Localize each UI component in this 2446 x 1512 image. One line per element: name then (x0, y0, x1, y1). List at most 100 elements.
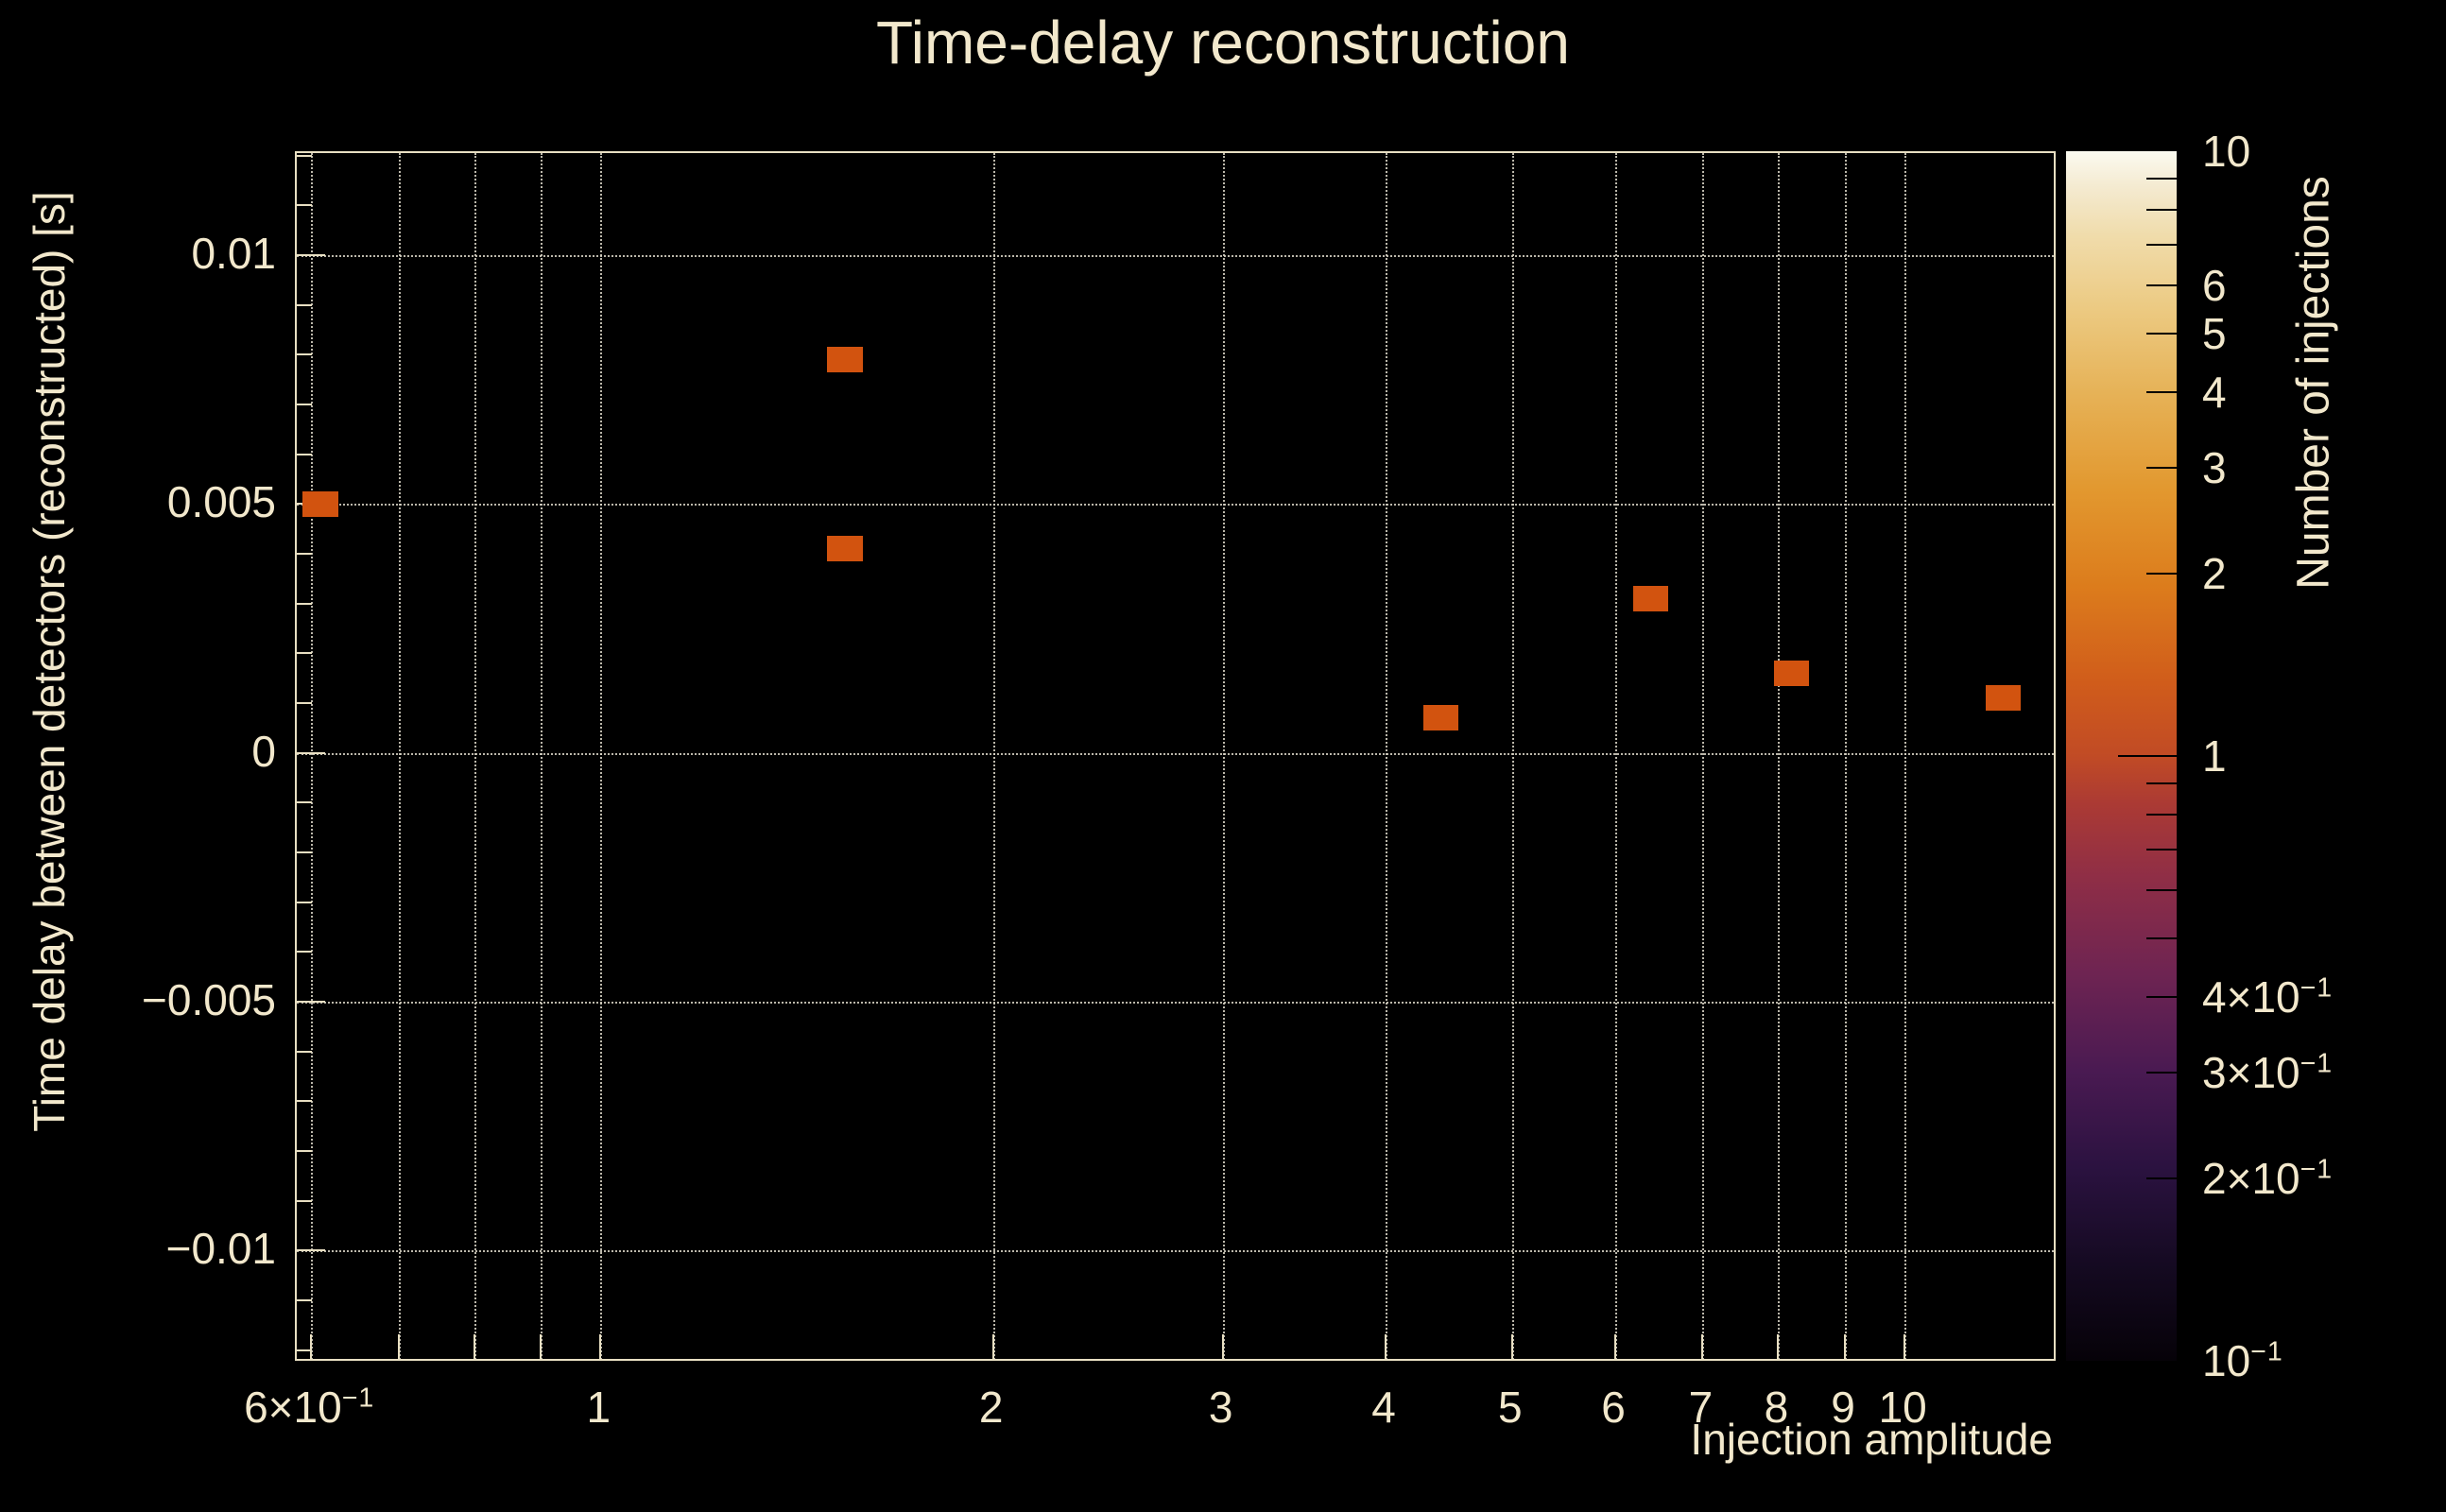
x-gridline (311, 153, 314, 1359)
x-tick (1844, 1334, 1847, 1359)
x-gridline (1386, 153, 1388, 1359)
y-tick-minor (297, 1050, 312, 1053)
x-gridline (398, 153, 401, 1359)
y-tick-minor (297, 1349, 312, 1351)
colorbar-tick-minor (2146, 1177, 2177, 1180)
y-tick-label: 0.01 (191, 228, 276, 278)
y-gridline (297, 752, 2054, 755)
y-tick-label: −0.01 (165, 1224, 276, 1274)
y-tick-minor (297, 1299, 312, 1302)
x-gridline (600, 153, 603, 1359)
colorbar-tick-label: 5 (2202, 308, 2227, 358)
colorbar-tick-minor (2146, 849, 2177, 851)
colorbar-tick-minor (2146, 1071, 2177, 1074)
x-tick (540, 1334, 543, 1359)
data-bin (1985, 685, 2022, 712)
exponent: −1 (2300, 1048, 2334, 1079)
colorbar-tick-minor (2146, 936, 2177, 939)
colorbar-tick-minor (2146, 466, 2177, 469)
x-tick-label: 4 (1371, 1383, 1396, 1432)
x-gridline (1222, 153, 1225, 1359)
x-tick-label: 8 (1764, 1383, 1789, 1432)
x-gridline (1904, 153, 1907, 1359)
y-tick-minor (297, 204, 312, 207)
y-gridline (297, 504, 2054, 507)
colorbar-tick-label: 4 (2202, 367, 2227, 417)
y-tick-minor (297, 553, 312, 556)
x-tick (1701, 1334, 1704, 1359)
y-tick-minor (297, 951, 312, 954)
x-tick-label: 2 (978, 1383, 1004, 1432)
y-tick-minor (297, 303, 312, 306)
y-tick-minor (297, 801, 312, 804)
colorbar-tick-label: 10−1 (2202, 1336, 2283, 1385)
colorbar-tick-minor (2146, 888, 2177, 891)
x-gridline (1778, 153, 1781, 1359)
colorbar-gradient (2066, 151, 2177, 1361)
plot-area (295, 151, 2056, 1361)
colorbar-tick-minor (2146, 390, 2177, 393)
y-tick-minor (297, 901, 312, 903)
colorbar-tick-label: 1 (2202, 731, 2227, 781)
colorbar-title: Number of injections (2288, 176, 2339, 590)
colorbar-tick-label: 3×10−1 (2202, 1047, 2334, 1097)
x-tick-label: 10 (1878, 1383, 1927, 1432)
colorbar-tick-minor (2146, 284, 2177, 286)
data-bin (1422, 705, 1459, 731)
exponent: −1 (2300, 972, 2334, 1004)
x-axis-title: Injection amplitude (1690, 1415, 2053, 1464)
colorbar-tick-label: 2×10−1 (2202, 1154, 2334, 1204)
x-tick-label: 1 (586, 1383, 612, 1432)
y-tick-minor (297, 453, 312, 455)
x-gridline (1702, 153, 1705, 1359)
y-tick-minor (297, 1150, 312, 1153)
x-tick (1385, 1334, 1387, 1359)
y-gridline (297, 254, 2054, 257)
data-bin (1773, 661, 1810, 686)
x-gridline (992, 153, 995, 1359)
colorbar-tick-minor (2146, 178, 2177, 180)
data-bin (827, 347, 863, 373)
x-tick-label: 6 (1601, 1383, 1626, 1432)
y-tick-minor (297, 1100, 312, 1103)
colorbar-tick-label: 2 (2202, 549, 2227, 599)
x-gridline (474, 153, 476, 1359)
y-gridline (297, 1250, 2054, 1253)
y-tick-major (297, 253, 325, 256)
y-axis-title: Time delay between detectors (reconstruc… (25, 191, 74, 1132)
colorbar-tick-label: 10 (2202, 127, 2251, 176)
data-bin (302, 490, 338, 517)
y-tick-minor (297, 1199, 312, 1202)
x-tick-label: 6×10−1 (244, 1383, 375, 1432)
y-tick-major (297, 1249, 325, 1252)
y-tick-label: 0 (251, 726, 276, 776)
x-gridline (1511, 153, 1514, 1359)
colorbar-tick-minor (2146, 782, 2177, 785)
y-tick-label: −0.005 (142, 975, 276, 1025)
data-bin (827, 536, 863, 562)
colorbar-tick-label: 6 (2202, 260, 2227, 310)
colorbar-tick-major (2118, 755, 2177, 757)
colorbar-tick-minor (2146, 209, 2177, 212)
colorbar-tick-minor (2146, 244, 2177, 247)
y-tick-minor (297, 702, 312, 705)
x-tick (599, 1334, 602, 1359)
x-tick (1777, 1334, 1780, 1359)
y-tick-minor (297, 404, 312, 405)
exponent: −1 (2250, 1336, 2283, 1367)
colorbar-tick-label: 3 (2202, 442, 2227, 492)
x-tick (991, 1334, 994, 1359)
x-tick (1903, 1334, 1906, 1359)
colorbar-tick-label: 4×10−1 (2202, 971, 2334, 1022)
x-tick (310, 1334, 313, 1359)
y-tick-label: 0.005 (166, 477, 276, 527)
x-tick (397, 1334, 400, 1359)
x-tick-label: 9 (1831, 1383, 1855, 1432)
x-tick-label: 7 (1688, 1383, 1714, 1432)
colorbar-tick-minor (2146, 573, 2177, 576)
chart-title: Time-delay reconstruction (876, 9, 1570, 77)
x-tick (473, 1334, 475, 1359)
x-gridline (1615, 153, 1618, 1359)
colorbar-tick-minor (2146, 814, 2177, 816)
